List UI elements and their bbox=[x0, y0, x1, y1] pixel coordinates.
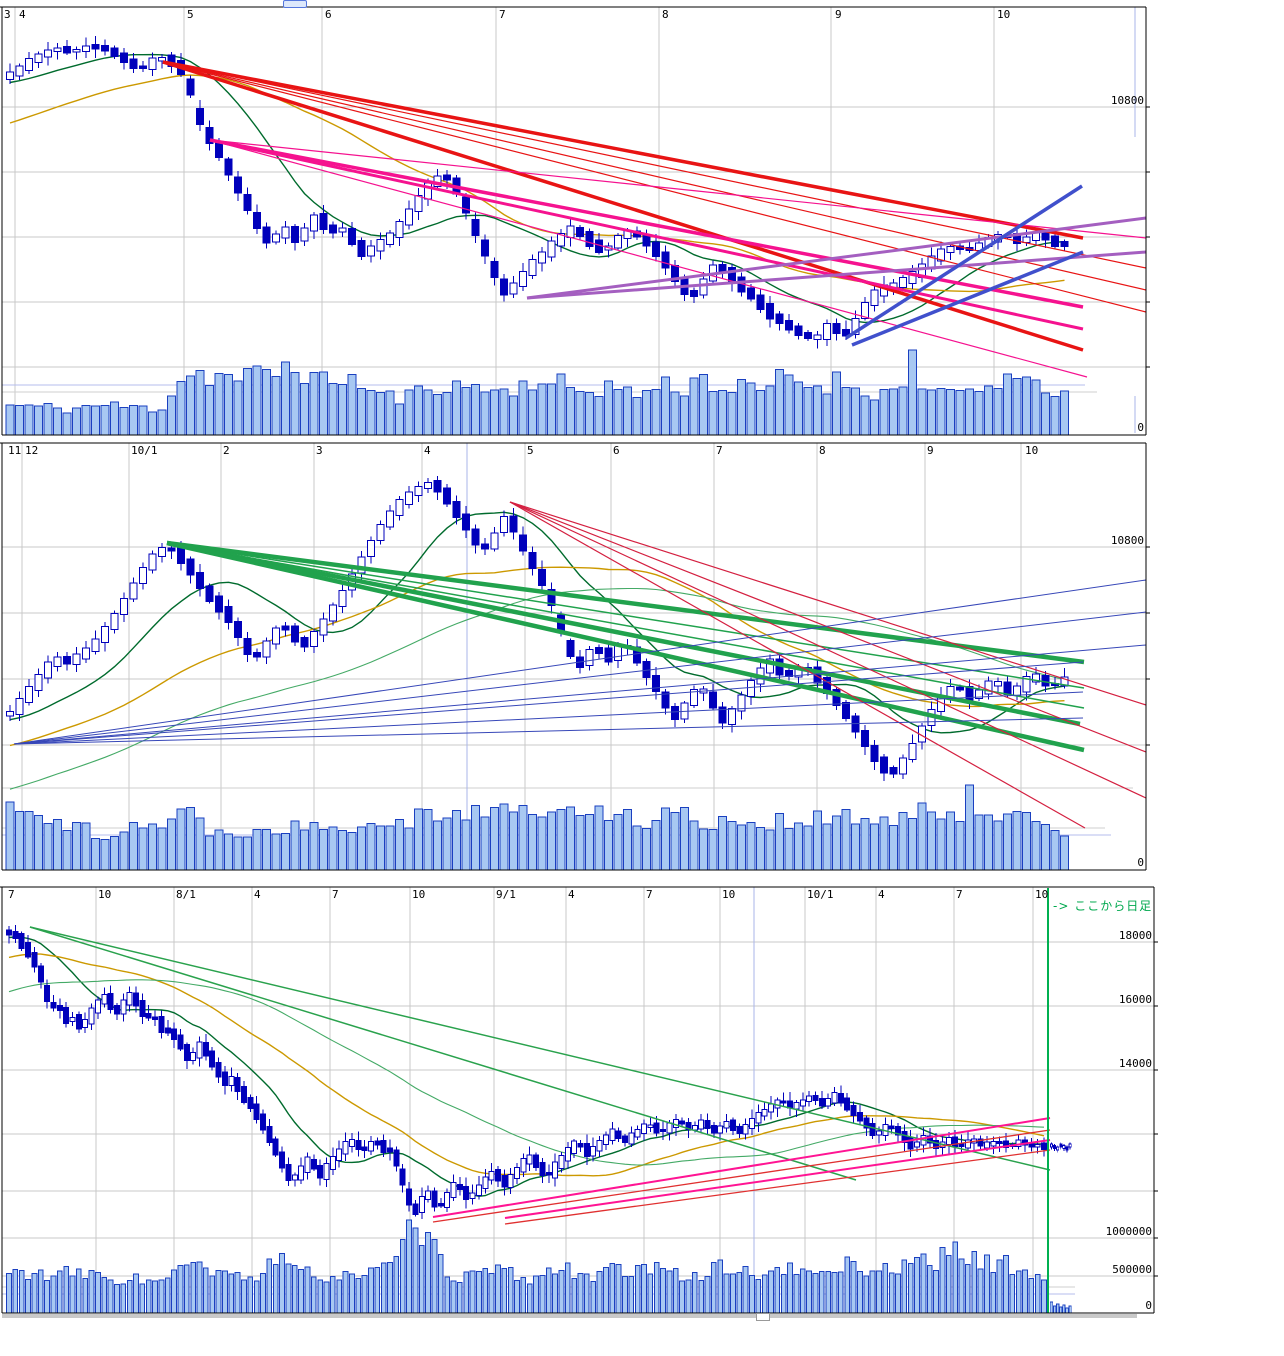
x-tick-label: 10 bbox=[997, 8, 1011, 21]
top-scrollbar-thumb[interactable] bbox=[283, 0, 307, 8]
daily-start-annotation: -> ここから日足 bbox=[1053, 899, 1153, 913]
price-tick-label: 1000000 bbox=[1105, 1225, 1152, 1238]
x-tick-label: 11 bbox=[8, 444, 22, 457]
x-tick-label: 7 bbox=[716, 444, 723, 457]
x-tick-label: 4 bbox=[878, 888, 885, 901]
x-tick-label: 10/1 bbox=[807, 888, 834, 901]
x-tick-label: 10 bbox=[1025, 444, 1039, 457]
price-tick-label: 10800 bbox=[1110, 94, 1144, 107]
x-tick-label: 9 bbox=[835, 8, 842, 21]
x-tick-label: 6 bbox=[613, 444, 620, 457]
x-tick-label: 10 bbox=[722, 888, 736, 901]
x-tick-label: 3 bbox=[316, 444, 323, 457]
x-tick-label: 6 bbox=[325, 8, 332, 21]
price-tick-label: 16000 bbox=[1118, 993, 1152, 1006]
price-tick-label: 500000 bbox=[1112, 1263, 1152, 1276]
price-tick-label: 10800 bbox=[1110, 534, 1144, 547]
x-tick-label: 7 bbox=[956, 888, 963, 901]
volume-zero-label: 0 bbox=[1145, 1299, 1152, 1312]
x-tick-label: 3 bbox=[4, 8, 11, 21]
x-tick-label: 5 bbox=[527, 444, 534, 457]
x-tick-label: 9/1 bbox=[496, 888, 516, 901]
x-tick-label: 12 bbox=[25, 444, 39, 457]
x-tick-label: 10 bbox=[98, 888, 112, 901]
x-tick-label: 4 bbox=[254, 888, 261, 901]
price-tick-label: 18000 bbox=[1118, 929, 1152, 942]
x-tick-label: 5 bbox=[187, 8, 194, 21]
volume-zero-label: 0 bbox=[1137, 856, 1144, 869]
x-tick-label: 7 bbox=[499, 8, 506, 21]
x-tick-label: 8/1 bbox=[176, 888, 196, 901]
volume-zero-label: 0 bbox=[1137, 421, 1144, 434]
x-tick-label: 7 bbox=[8, 888, 15, 901]
x-tick-label: 10/1 bbox=[131, 444, 158, 457]
x-tick-label: 8 bbox=[662, 8, 669, 21]
x-tick-label: 7 bbox=[646, 888, 653, 901]
bottom-scrollbar-track[interactable] bbox=[2, 1314, 1137, 1318]
price-tick-label: 14000 bbox=[1118, 1057, 1152, 1070]
x-tick-label: 10 bbox=[1035, 888, 1049, 901]
x-tick-label: 4 bbox=[19, 8, 26, 21]
x-tick-label: 8 bbox=[819, 444, 826, 457]
x-tick-label: 4 bbox=[424, 444, 431, 457]
x-tick-label: 10 bbox=[412, 888, 426, 901]
bottom-scrollbar-thumb[interactable] bbox=[756, 1313, 770, 1321]
x-tick-label: 9 bbox=[927, 444, 934, 457]
x-tick-label: 4 bbox=[568, 888, 575, 901]
x-tick-label: 7 bbox=[332, 888, 339, 901]
x-tick-label: 2 bbox=[223, 444, 230, 457]
